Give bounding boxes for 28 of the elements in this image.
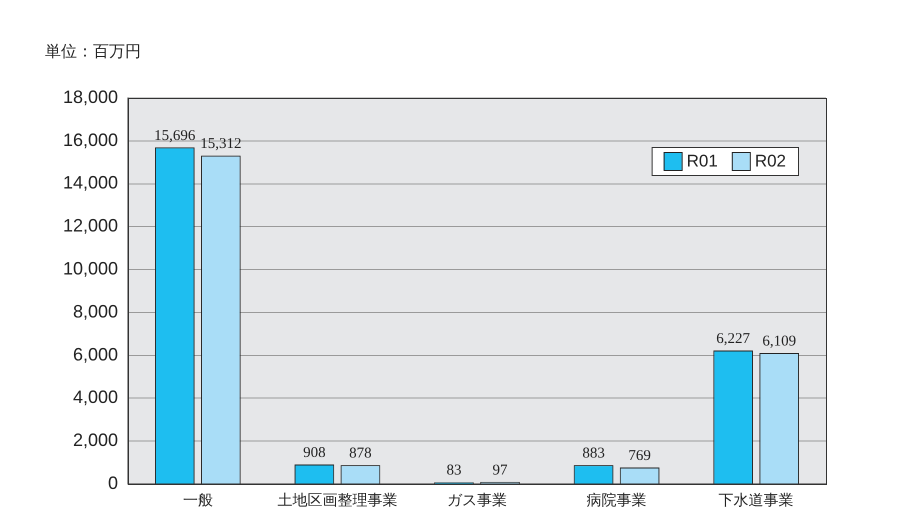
y-tick-label: 16,000: [62, 130, 118, 150]
y-tick-label: 6,000: [72, 344, 118, 364]
data-label: 908: [303, 444, 326, 461]
y-tick-label: 14,000: [62, 172, 118, 193]
x-tick-label: 病院事業: [586, 492, 647, 510]
data-label: 883: [582, 446, 605, 462]
y-tick-label: 8,000: [72, 301, 118, 322]
data-label: 83: [446, 462, 462, 479]
legend-label: R01: [686, 152, 718, 171]
legend-label: R02: [754, 152, 786, 171]
data-label: 15,696: [154, 128, 196, 144]
y-tick-label: 4,000: [72, 387, 118, 408]
x-tick-label: 一般: [182, 492, 213, 510]
y-axis-title: 単位：百万円: [45, 43, 141, 60]
y-tick-label: 18,000: [62, 86, 118, 107]
data-label: 6,109: [762, 333, 796, 350]
data-label: 878: [349, 446, 372, 462]
x-tick-label: ガス事業: [447, 492, 507, 510]
data-label: 769: [628, 448, 651, 464]
data-label: 6,227: [716, 330, 751, 347]
y-tick-label: 10,000: [62, 258, 118, 279]
data-label: 97: [492, 462, 508, 478]
y-tick-label: 2,000: [72, 430, 118, 450]
y-tick-label: 12,000: [62, 216, 118, 236]
y-tick-label: 0: [108, 472, 118, 493]
x-tick-label: 下水道事業: [718, 492, 794, 510]
data-label: 15,312: [200, 136, 242, 152]
x-tick-label: 土地区画整理事業: [277, 492, 398, 510]
